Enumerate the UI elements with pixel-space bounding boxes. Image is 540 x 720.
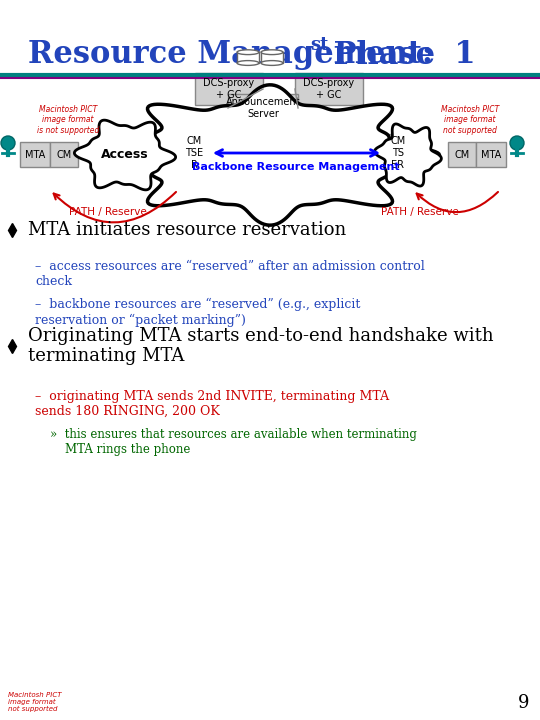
- FancyBboxPatch shape: [20, 142, 50, 167]
- Text: Macintosh PICT
image format
not supported: Macintosh PICT image format not supporte…: [441, 105, 499, 135]
- Bar: [237, 53, 259, 63]
- Circle shape: [510, 136, 524, 150]
- Text: »  this ensures that resources are available when terminating
    MTA rings the : » this ensures that resources are availa…: [50, 428, 417, 456]
- Text: DCS-proxy
+ GC: DCS-proxy + GC: [204, 78, 254, 100]
- FancyBboxPatch shape: [383, 134, 413, 172]
- FancyBboxPatch shape: [448, 142, 476, 167]
- Text: 9: 9: [518, 694, 530, 712]
- Text: –  access resources are “reserved” after an admission control
check: – access resources are “reserved” after …: [35, 260, 425, 288]
- Ellipse shape: [261, 60, 283, 66]
- Ellipse shape: [261, 50, 283, 55]
- Text: CM: CM: [454, 150, 470, 160]
- Text: PATH / Reserve: PATH / Reserve: [69, 207, 147, 217]
- Text: MTA initiates resource reservation: MTA initiates resource reservation: [28, 221, 346, 239]
- Text: Macintosh PICT
image format
is not supported: Macintosh PICT image format is not suppo…: [37, 105, 99, 135]
- Polygon shape: [101, 85, 440, 225]
- Text: Phase: Phase: [323, 40, 435, 71]
- Bar: [261, 53, 283, 63]
- Text: CM
TS
ER: CM TS ER: [390, 136, 406, 170]
- FancyBboxPatch shape: [295, 73, 363, 105]
- FancyBboxPatch shape: [195, 73, 263, 105]
- FancyBboxPatch shape: [228, 94, 298, 122]
- Text: –  originating MTA sends 2nd INVITE, terminating MTA
sends 180 RINGING, 200 OK: – originating MTA sends 2nd INVITE, term…: [35, 390, 389, 418]
- Text: MTA: MTA: [25, 150, 45, 160]
- Ellipse shape: [237, 50, 259, 55]
- Text: MTA: MTA: [481, 150, 501, 160]
- FancyBboxPatch shape: [50, 142, 78, 167]
- Polygon shape: [75, 120, 176, 190]
- Text: Announcement
Server: Announcement Server: [226, 97, 300, 119]
- Text: Macintosh PICT
image format
not supported: Macintosh PICT image format not supporte…: [8, 692, 62, 712]
- Ellipse shape: [237, 60, 259, 66]
- Polygon shape: [375, 124, 441, 186]
- Text: PATH / Reserve: PATH / Reserve: [381, 207, 459, 217]
- Text: CM
TSE
R: CM TSE R: [185, 136, 203, 170]
- Text: CM: CM: [56, 150, 72, 160]
- Text: Access: Access: [101, 148, 149, 161]
- Text: Resource Management:  1: Resource Management: 1: [28, 40, 476, 71]
- Circle shape: [1, 136, 15, 150]
- Text: –  backbone resources are “reserved” (e.g., explicit
reservation or “packet mark: – backbone resources are “reserved” (e.g…: [35, 298, 360, 326]
- FancyBboxPatch shape: [476, 142, 506, 167]
- Text: DCS-proxy
+ GC: DCS-proxy + GC: [303, 78, 355, 100]
- FancyBboxPatch shape: [178, 134, 210, 172]
- Text: Originating MTA starts end-to-end handshake with
terminating MTA: Originating MTA starts end-to-end handsh…: [28, 327, 494, 365]
- Text: st: st: [310, 36, 328, 54]
- Text: Backbone Resource Management: Backbone Resource Management: [192, 162, 400, 172]
